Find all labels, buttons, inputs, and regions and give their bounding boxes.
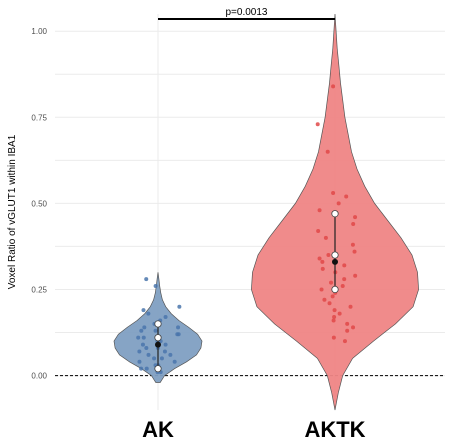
summary-markers bbox=[154, 210, 339, 373]
data-point bbox=[323, 235, 328, 240]
data-point bbox=[153, 284, 158, 289]
data-point bbox=[353, 273, 358, 278]
data-point bbox=[331, 84, 336, 89]
data-point bbox=[331, 318, 336, 323]
data-point bbox=[144, 366, 149, 371]
data-point bbox=[326, 253, 331, 258]
quantile-marker bbox=[331, 210, 339, 218]
data-point bbox=[152, 356, 157, 361]
y-axis: 0.00 0.25 0.50 0.75 1.00 bbox=[31, 27, 47, 380]
data-point bbox=[317, 256, 322, 261]
data-point bbox=[159, 356, 164, 361]
y-tick-label: 0.00 bbox=[31, 372, 47, 381]
data-point bbox=[351, 222, 356, 227]
data-point bbox=[329, 280, 334, 285]
data-point bbox=[353, 215, 358, 220]
data-points bbox=[136, 84, 358, 375]
mean-marker bbox=[332, 258, 338, 265]
data-point bbox=[162, 349, 167, 354]
y-axis-label: Voxel Ratio of vGLUT1 within IBA1 bbox=[7, 134, 18, 289]
data-point bbox=[140, 342, 145, 347]
data-point bbox=[139, 328, 144, 333]
data-point bbox=[319, 287, 324, 292]
x-tick-label: AK bbox=[142, 417, 174, 442]
data-point bbox=[142, 325, 147, 330]
quantile-marker bbox=[154, 320, 162, 328]
data-point bbox=[146, 311, 151, 316]
data-point bbox=[350, 242, 355, 247]
data-point bbox=[137, 359, 142, 364]
violins bbox=[113, 13, 419, 411]
y-tick-label: 0.75 bbox=[31, 113, 47, 122]
data-point bbox=[342, 277, 347, 282]
data-point bbox=[139, 366, 144, 371]
y-tick-label: 0.50 bbox=[31, 199, 47, 208]
data-point bbox=[351, 325, 356, 330]
x-tick-label: AKTK bbox=[304, 417, 365, 442]
data-point bbox=[153, 328, 158, 333]
grid-lines bbox=[55, 14, 445, 410]
data-point bbox=[163, 342, 168, 347]
data-point bbox=[320, 259, 325, 264]
data-point bbox=[327, 301, 332, 306]
quantile-marker bbox=[331, 251, 339, 259]
data-point bbox=[322, 297, 327, 302]
data-point bbox=[336, 201, 341, 206]
data-point bbox=[144, 346, 149, 351]
data-point bbox=[144, 277, 149, 282]
y-tick-label: 0.25 bbox=[31, 285, 47, 294]
quantile-marker bbox=[154, 365, 162, 373]
data-point bbox=[342, 263, 347, 268]
data-point bbox=[146, 352, 151, 357]
data-point bbox=[320, 266, 325, 271]
data-point bbox=[316, 228, 321, 233]
data-point bbox=[176, 332, 181, 337]
quantile-marker bbox=[331, 285, 339, 294]
data-point bbox=[337, 311, 342, 316]
data-point bbox=[332, 315, 337, 320]
significance-label: p=0.0013 bbox=[226, 7, 268, 18]
data-point bbox=[136, 335, 141, 340]
data-point bbox=[352, 249, 357, 254]
y-tick-label: 1.00 bbox=[31, 27, 47, 36]
quantile-marker bbox=[154, 334, 162, 342]
data-point bbox=[344, 194, 349, 199]
data-point bbox=[342, 339, 347, 344]
data-point bbox=[137, 349, 142, 354]
data-point bbox=[177, 304, 182, 309]
data-point bbox=[315, 122, 320, 127]
data-point bbox=[176, 325, 181, 330]
data-point bbox=[345, 328, 350, 333]
data-point bbox=[348, 304, 353, 309]
data-point bbox=[163, 315, 168, 320]
significance-bracket: p=0.0013 bbox=[158, 7, 335, 20]
data-point bbox=[325, 149, 330, 154]
data-point bbox=[168, 352, 173, 357]
data-point bbox=[317, 208, 322, 213]
data-point bbox=[141, 335, 146, 340]
data-point bbox=[331, 191, 336, 196]
x-axis: AK AKTK bbox=[142, 417, 366, 442]
data-point bbox=[172, 359, 177, 364]
data-point bbox=[345, 321, 350, 326]
data-point bbox=[330, 294, 335, 299]
data-point bbox=[340, 284, 345, 289]
data-point bbox=[141, 308, 146, 313]
data-point bbox=[331, 335, 336, 340]
mean-marker bbox=[155, 341, 161, 348]
data-point bbox=[332, 308, 337, 313]
